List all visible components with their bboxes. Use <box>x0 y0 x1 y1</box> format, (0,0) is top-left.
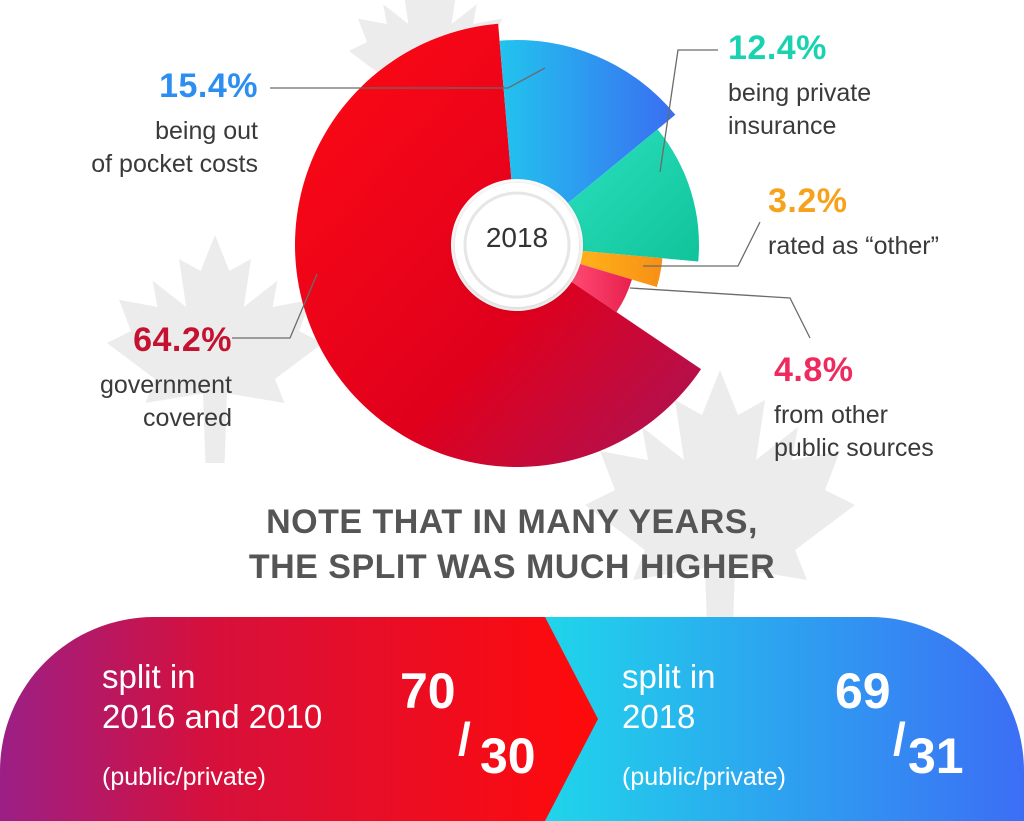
callout-value: 12.4% <box>728 29 827 67</box>
callout-other: 3.2% rated as “other” <box>768 182 1018 263</box>
banner-left-public-ratio: 70 <box>400 663 456 719</box>
banner-right-ratio-slash: / <box>893 713 906 765</box>
banner-left-panel <box>0 617 598 821</box>
slice-out-of-pocket <box>499 40 676 204</box>
center-hole <box>455 183 579 307</box>
callout-value: 64.2% <box>133 321 232 359</box>
center-ring <box>463 191 571 299</box>
callout-label-line: being private <box>728 79 872 108</box>
callout-label-line: from other <box>774 401 888 430</box>
callout-label: being out of pocket costs <box>40 115 258 180</box>
banner-right-panel <box>540 617 1024 821</box>
callout-label-line: insurance <box>728 111 837 140</box>
callout-label-line: being out <box>155 117 258 146</box>
callout-value: 15.4% <box>159 67 258 105</box>
callout-public-other: 4.8% from other public sources <box>774 351 1014 464</box>
banner-right-private-ratio: 31 <box>908 728 964 784</box>
center-year-label: 2018 <box>485 222 549 253</box>
callout-label-line: rated as “other” <box>768 232 939 261</box>
banner-right-title: split in 2018 <box>622 657 716 736</box>
banner-right-subtitle: (public/private) <box>622 763 786 791</box>
callout-out-of-pocket: 15.4% being out of pocket costs <box>40 67 258 180</box>
banner-title-line: split in <box>102 658 196 695</box>
leader-line-private <box>659 49 718 173</box>
callout-label-line: covered <box>143 403 232 432</box>
banner-title-line: 2016 and 2010 <box>102 697 323 735</box>
slice-other <box>580 250 663 288</box>
banner-right-public-ratio: 69 <box>835 663 891 719</box>
banner-left-title: split in 2016 and 2010 <box>102 657 322 736</box>
slice-private-insurance <box>567 129 699 262</box>
callout-private: 12.4% being private insurance <box>728 29 988 142</box>
callout-label: being private insurance <box>728 77 988 142</box>
callout-value: 4.8% <box>774 351 854 389</box>
note-heading-line: NOTE THAT IN MANY YEARS, <box>266 503 758 541</box>
leader-line-public-other <box>629 287 811 339</box>
callout-government: 64.2% government covered <box>40 321 232 434</box>
split-banner <box>0 617 1024 821</box>
leader-line-other <box>643 221 761 267</box>
slice-other-public <box>571 263 632 313</box>
banner-left-private-ratio: 30 <box>480 728 536 784</box>
callout-label-line: government <box>99 371 232 400</box>
banner-title-line: split in <box>622 658 716 695</box>
callout-label-line: of pocket costs <box>91 149 258 178</box>
banner-title-line: 2018 <box>622 697 696 735</box>
slice-government-covered <box>295 23 702 468</box>
callout-label: government covered <box>40 369 232 434</box>
callout-label-line: public sources <box>774 433 934 462</box>
pie-chart <box>232 23 811 468</box>
note-heading-line: THE SPLIT WAS MUCH HIGHER <box>248 548 776 587</box>
banner-left-ratio-slash: / <box>458 713 471 765</box>
leader-line-government <box>232 273 318 339</box>
leader-line-out-of-pocket <box>270 67 546 89</box>
callout-value: 3.2% <box>768 182 848 220</box>
banner-left-subtitle: (public/private) <box>102 763 266 791</box>
callout-label: from other public sources <box>774 399 1014 464</box>
callout-label: rated as “other” <box>768 230 1018 263</box>
note-heading: NOTE THAT IN MANY YEARS, THE SPLIT WAS M… <box>0 500 1024 590</box>
